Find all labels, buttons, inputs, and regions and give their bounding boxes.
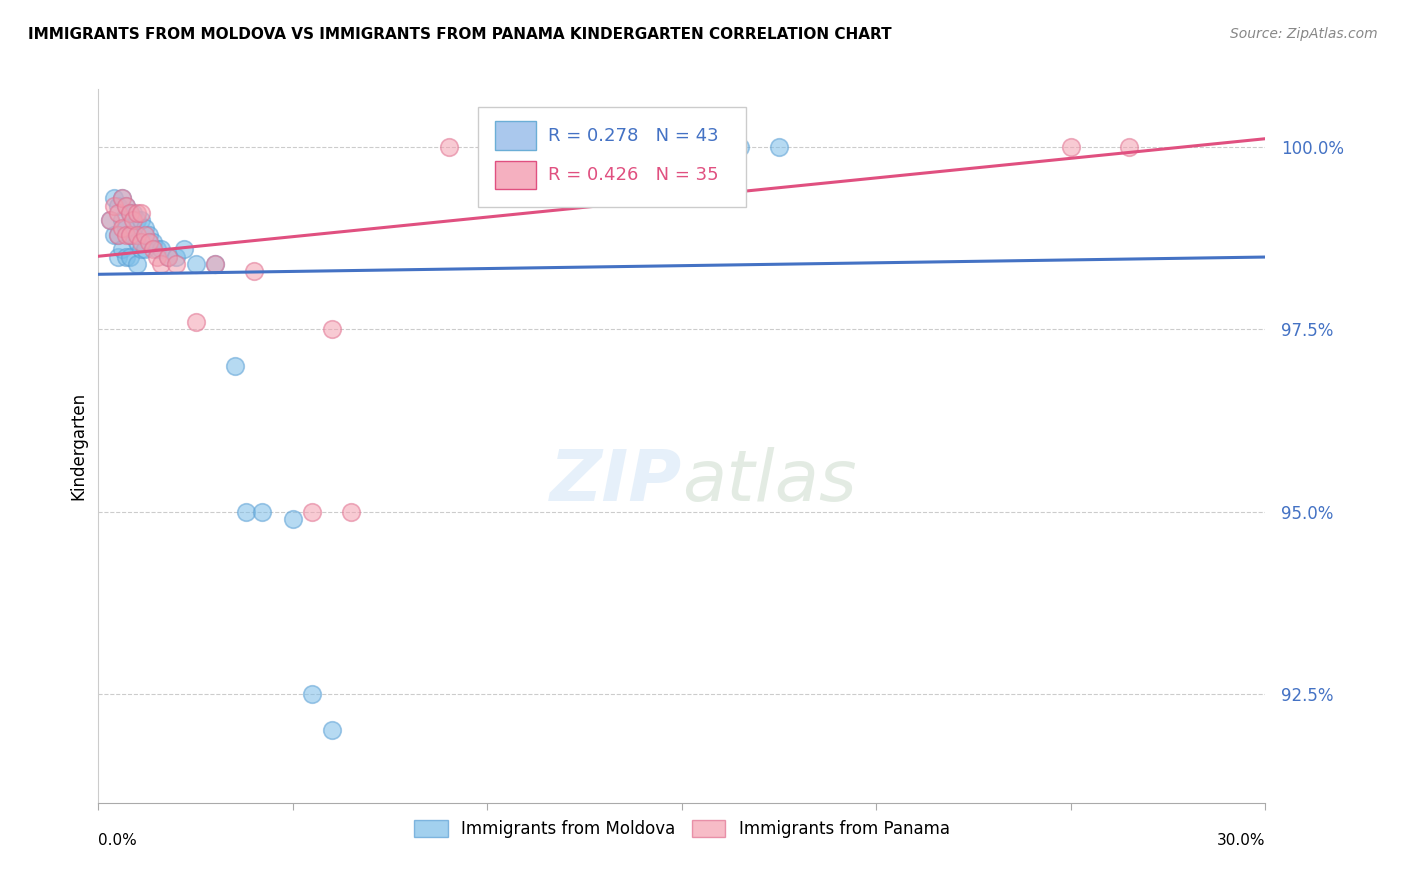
Point	[114, 199, 136, 213]
Point	[204, 257, 226, 271]
Point	[122, 206, 145, 220]
Point	[142, 235, 165, 249]
Point	[127, 257, 149, 271]
Point	[114, 250, 136, 264]
Point	[134, 243, 156, 257]
Point	[730, 140, 752, 154]
Point	[127, 235, 149, 249]
Point	[114, 199, 136, 213]
Point	[107, 199, 129, 213]
Text: Source: ZipAtlas.com: Source: ZipAtlas.com	[1230, 27, 1378, 41]
Point	[129, 243, 152, 257]
Point	[281, 512, 304, 526]
Point	[149, 243, 172, 257]
Point	[768, 140, 790, 154]
Point	[107, 206, 129, 220]
Point	[157, 250, 180, 264]
Point	[710, 140, 733, 154]
FancyBboxPatch shape	[495, 121, 536, 150]
Point	[118, 206, 141, 220]
Point	[122, 227, 145, 242]
Point	[184, 257, 207, 271]
Point	[118, 206, 141, 220]
Point	[103, 191, 125, 205]
Text: R = 0.426   N = 35: R = 0.426 N = 35	[548, 166, 718, 184]
Point	[107, 227, 129, 242]
Point	[103, 227, 125, 242]
Point	[301, 687, 323, 701]
Point	[122, 213, 145, 227]
Point	[224, 359, 246, 373]
Point	[165, 250, 187, 264]
Point	[235, 504, 257, 518]
FancyBboxPatch shape	[478, 107, 747, 207]
Point	[134, 227, 156, 242]
Point	[321, 322, 343, 336]
Point	[129, 235, 152, 249]
Point	[142, 243, 165, 257]
Point	[165, 257, 187, 271]
Point	[114, 227, 136, 242]
Point	[114, 220, 136, 235]
Point	[250, 504, 273, 518]
Point	[157, 250, 180, 264]
Point	[301, 504, 323, 518]
Point	[127, 213, 149, 227]
Point	[98, 213, 121, 227]
Text: IMMIGRANTS FROM MOLDOVA VS IMMIGRANTS FROM PANAMA KINDERGARTEN CORRELATION CHART: IMMIGRANTS FROM MOLDOVA VS IMMIGRANTS FR…	[28, 27, 891, 42]
Point	[173, 243, 195, 257]
Point	[111, 220, 134, 235]
Point	[631, 140, 654, 154]
Text: ZIP: ZIP	[550, 447, 682, 516]
Point	[129, 206, 152, 220]
FancyBboxPatch shape	[495, 161, 536, 189]
Legend: Immigrants from Moldova, Immigrants from Panama: Immigrants from Moldova, Immigrants from…	[408, 813, 956, 845]
Point	[243, 264, 266, 278]
Point	[118, 227, 141, 242]
Point	[138, 227, 160, 242]
Point	[146, 243, 169, 257]
Point	[111, 243, 134, 257]
Point	[437, 140, 460, 154]
Point	[690, 140, 713, 154]
Point	[98, 213, 121, 227]
Point	[134, 220, 156, 235]
Point	[146, 250, 169, 264]
Point	[127, 227, 149, 242]
Point	[107, 227, 129, 242]
Point	[107, 250, 129, 264]
Y-axis label: Kindergarten: Kindergarten	[69, 392, 87, 500]
Point	[129, 213, 152, 227]
Point	[111, 191, 134, 205]
Point	[111, 213, 134, 227]
Point	[690, 140, 713, 154]
Point	[118, 250, 141, 264]
Point	[127, 206, 149, 220]
Point	[477, 140, 499, 154]
Point	[118, 227, 141, 242]
Text: R = 0.278   N = 43: R = 0.278 N = 43	[548, 127, 718, 145]
Point	[138, 235, 160, 249]
Point	[631, 140, 654, 154]
Text: 0.0%: 0.0%	[98, 833, 138, 848]
Text: atlas: atlas	[682, 447, 856, 516]
Point	[103, 199, 125, 213]
Point	[204, 257, 226, 271]
Point	[111, 191, 134, 205]
Point	[1118, 140, 1140, 154]
Text: 30.0%: 30.0%	[1218, 833, 1265, 848]
Point	[340, 504, 363, 518]
Point	[184, 315, 207, 329]
Point	[1060, 140, 1083, 154]
Point	[149, 257, 172, 271]
Point	[321, 723, 343, 737]
